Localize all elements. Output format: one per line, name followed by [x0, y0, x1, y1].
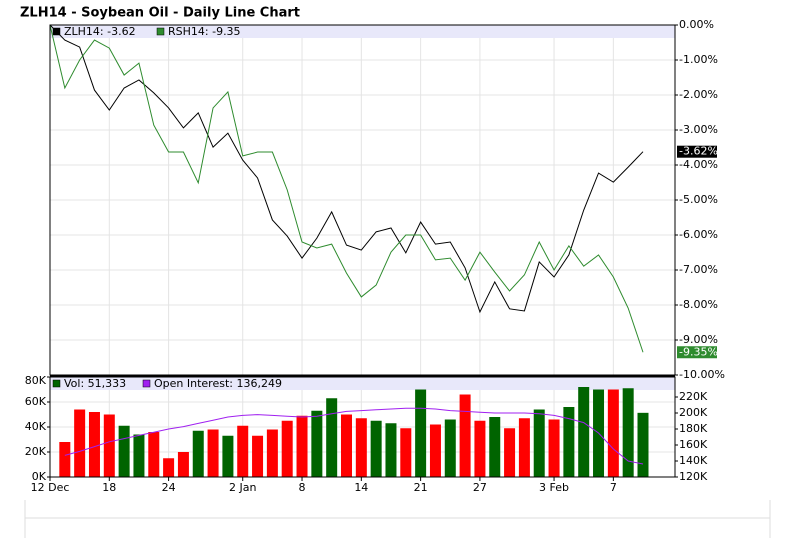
y-tick-label: -1.00% — [679, 53, 718, 66]
volume-bar — [578, 387, 590, 477]
y-tick-label: 40K — [25, 420, 47, 433]
y-tick-label: 80K — [25, 374, 47, 387]
chart-title: ZLH14 - Soybean Oil - Daily Line Chart — [20, 6, 300, 21]
last-value-label: -3.62% — [679, 145, 718, 158]
volume-bar — [533, 409, 545, 477]
last-value-box — [677, 346, 717, 359]
y-tick-label: -4.00% — [679, 158, 718, 171]
volume-bar — [222, 435, 234, 477]
volume-bar — [563, 407, 575, 477]
volume-bar — [489, 417, 501, 477]
volume-bar — [192, 430, 204, 477]
legend-swatch — [142, 379, 151, 388]
volume-bar — [252, 435, 264, 477]
volume-bar — [370, 420, 382, 477]
legend-band — [50, 25, 675, 38]
volume-bar — [355, 418, 367, 477]
y2-tick-label: 120K — [679, 470, 708, 483]
volume-bar — [385, 423, 397, 477]
volume-bar — [548, 419, 560, 477]
legend-swatch — [52, 379, 61, 388]
volume-bar — [148, 432, 160, 477]
y2-tick-label: 220K — [679, 390, 708, 403]
volume-bar — [326, 398, 338, 477]
y-tick-label: -8.00% — [679, 298, 718, 311]
volume-bar — [88, 412, 100, 477]
x-tick-label: 3 Feb — [539, 481, 569, 494]
volume-bar — [400, 428, 412, 477]
y2-tick-label: 180K — [679, 422, 708, 435]
volume-bar — [118, 425, 130, 477]
y-tick-label: -7.00% — [679, 263, 718, 276]
volume-bar — [607, 389, 619, 477]
volume-bar — [133, 434, 145, 477]
volume-bar — [429, 424, 441, 477]
y-tick-label: 0K — [32, 470, 47, 483]
volume-bar — [622, 388, 634, 477]
volume-bar — [311, 410, 323, 477]
volume-bar — [637, 412, 649, 477]
line-series — [49, 24, 644, 353]
x-tick-label: 21 — [414, 481, 428, 494]
volume-bar — [518, 418, 530, 477]
legend-label: Vol: 51,333 — [64, 377, 126, 390]
volume-bar — [474, 420, 486, 477]
x-tick-label: 12 Dec — [31, 481, 70, 494]
y-tick-label: -5.00% — [679, 193, 718, 206]
volume-bar — [237, 425, 249, 477]
y-tick-label: -3.00% — [679, 123, 718, 136]
volume-bar — [281, 420, 293, 477]
volume-bar — [444, 419, 456, 477]
y2-tick-label: 140K — [679, 454, 708, 467]
x-tick-label: 8 — [299, 481, 306, 494]
line-series — [64, 407, 644, 465]
x-tick-label: 14 — [354, 481, 368, 494]
last-value-label: -9.35% — [679, 345, 718, 358]
y-tick-label: 60K — [25, 395, 47, 408]
y-tick-label: -9.00% — [679, 333, 718, 346]
volume-bar — [266, 429, 278, 477]
legend-label: RSH14: -9.35 — [168, 25, 241, 38]
volume-bar — [74, 409, 86, 477]
y-tick-label: 0.00% — [679, 18, 714, 31]
x-tick-label: 27 — [473, 481, 487, 494]
x-tick-label: 18 — [102, 481, 116, 494]
volume-bar — [415, 389, 427, 477]
y2-tick-label: 160K — [679, 438, 708, 451]
x-tick-label: 2 Jan — [229, 481, 256, 494]
y2-tick-label: 200K — [679, 406, 708, 419]
y-tick-label: -2.00% — [679, 88, 718, 101]
volume-bar — [459, 394, 471, 477]
y-tick-label: 20K — [25, 445, 47, 458]
volume-bar — [207, 429, 219, 477]
volume-bar — [59, 442, 71, 477]
line-series — [49, 24, 644, 314]
legend-label: Open Interest: 136,249 — [154, 377, 282, 390]
last-value-box — [677, 145, 717, 158]
volume-bar — [177, 452, 189, 477]
legend-label: ZLH14: -3.62 — [64, 25, 136, 38]
y-tick-label: -10.00% — [679, 368, 725, 381]
legend-swatch — [156, 27, 165, 36]
y-tick-label: -6.00% — [679, 228, 718, 241]
volume-bar — [103, 414, 115, 477]
legend-band — [50, 377, 675, 390]
x-tick-label: 24 — [162, 481, 176, 494]
volume-bar — [341, 414, 352, 477]
volume-bar — [163, 458, 175, 477]
x-tick-label: 7 — [610, 481, 617, 494]
volume-bar — [504, 428, 516, 477]
volume-bar — [296, 415, 308, 477]
